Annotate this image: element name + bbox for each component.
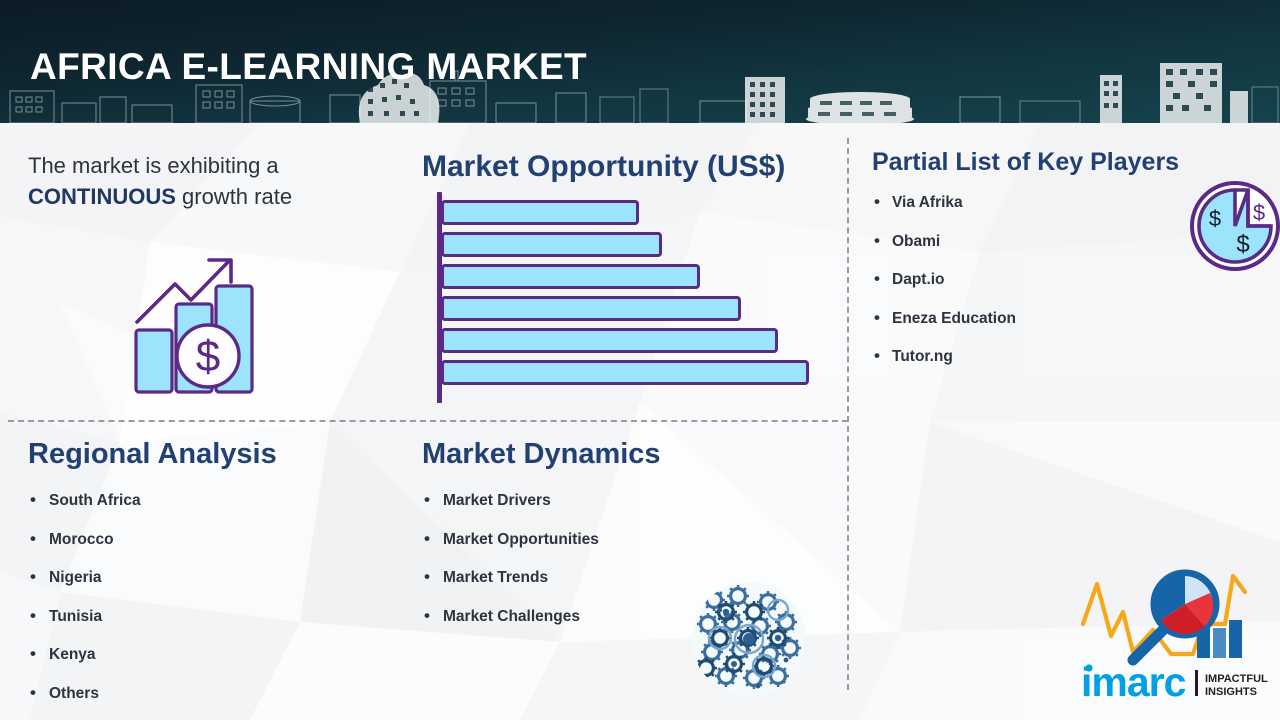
logo-tagline-2: INSIGHTS [1205,686,1257,698]
gear-cluster-icon [690,580,808,698]
statement-line-2: growth rate [175,184,293,210]
list-item[interactable]: Market Drivers [422,491,661,509]
svg-text:$: $ [1253,200,1265,225]
key-players-list: Via Afrika Obami Dapt.io Eneza Education… [872,193,1272,365]
list-item[interactable]: Via Afrika [872,193,1272,211]
chart-bar [441,360,810,385]
svg-text:$: $ [196,332,220,381]
regional-analysis-list: South Africa Morocco Nigeria Tunisia Ken… [28,491,277,702]
key-players-title: Partial List of Key Players [872,148,1180,176]
svg-text:$: $ [1209,206,1221,231]
city-skyline-icon [9,63,1279,123]
list-item[interactable]: South Africa [28,491,277,509]
list-item[interactable]: Eneza Education [872,309,1272,327]
statement-text: The market is exhibiting a CONTINUOUS gr… [28,150,418,212]
market-opportunity-title: Market Opportunity (US$) [422,150,786,183]
statement-highlight: CONTINUOUS [28,184,176,210]
svg-text:$: $ [1236,231,1249,258]
logo-wordmark: imarc [1081,659,1186,702]
list-item[interactable]: Market Opportunities [422,530,661,548]
list-item[interactable]: Morocco [28,530,277,548]
logo-tagline-1: IMPACTFUL [1205,673,1268,685]
list-item[interactable]: Obami [872,232,1272,250]
vertical-divider [847,138,849,690]
list-item[interactable]: Market Challenges [422,607,661,625]
horizontal-divider [8,420,848,422]
list-item[interactable]: Tunisia [28,607,277,625]
list-item[interactable]: Kenya [28,645,277,663]
chart-bar [441,264,700,289]
growth-bar-chart-dollar-icon: $ [133,252,271,394]
list-item[interactable]: Others [28,684,277,702]
chart-bar [441,296,741,321]
market-dynamics-block: Market Dynamics Market Drivers Market Op… [422,440,661,647]
key-players-block: Partial List of Key Players Via Afrika O… [872,150,1272,388]
list-item[interactable]: Dapt.io [872,270,1272,288]
chart-bar [441,200,639,225]
market-dynamics-list: Market Drivers Market Opportunities Mark… [422,491,661,625]
market-statement-block: The market is exhibiting a CONTINUOUS gr… [28,150,418,212]
chart-axis [437,192,442,403]
market-opportunity-chart [437,192,832,407]
slide-header: AFRICA E-LEARNING MARKET [0,0,1280,123]
imarc-logo: imarc IMPACTFUL INSIGHTS [1075,562,1270,705]
list-item[interactable]: Nigeria [28,568,277,586]
market-dynamics-title: Market Dynamics [422,438,661,470]
market-opportunity-block: Market Opportunity (US$) [422,152,785,182]
regional-analysis-block: Regional Analysis South Africa Morocco N… [28,440,277,720]
page-title: AFRICA E-LEARNING MARKET [30,46,588,87]
statement-line-1: The market is exhibiting a [28,153,279,178]
chart-bar [441,232,663,257]
regional-analysis-title: Regional Analysis [28,438,277,470]
list-item[interactable]: Tutor.ng [872,347,1272,365]
pie-chart-dollar-icon: $ $ $ [1188,178,1280,275]
list-item[interactable]: Market Trends [422,568,661,586]
chart-bar [441,328,779,353]
